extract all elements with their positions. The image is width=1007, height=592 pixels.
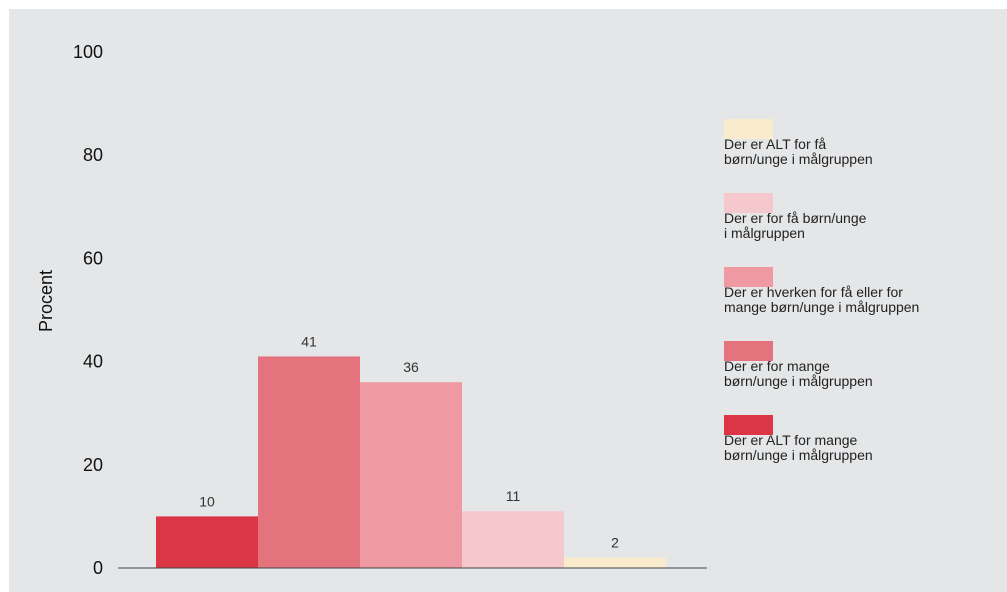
chart-frame — [9, 9, 1007, 592]
legend-label: Der er ALT for mange — [724, 432, 858, 448]
legend-label: Der er hverken for få eller for — [724, 284, 903, 300]
bar-value-label: 10 — [199, 493, 215, 509]
legend-label: i målgruppen — [724, 225, 805, 241]
legend-label: Der er for få børn/unge — [724, 210, 867, 226]
bar — [564, 557, 666, 568]
y-tick-label: 40 — [83, 352, 103, 372]
legend-label: Der er ALT for få — [724, 136, 826, 152]
y-tick-label: 100 — [73, 42, 103, 62]
y-tick-label: 60 — [83, 248, 103, 268]
bar-value-label: 11 — [506, 488, 521, 504]
y-axis: 0 20 40 60 80 100 — [73, 42, 103, 578]
legend-label: Der er for mange — [724, 358, 830, 374]
bar-value-label: 36 — [403, 359, 419, 375]
legend-swatch — [724, 341, 773, 361]
bar — [360, 382, 462, 568]
y-tick-label: 80 — [83, 145, 103, 165]
legend-swatch — [724, 267, 773, 287]
bar-value-label: 2 — [611, 535, 619, 551]
legend-label: børn/unge i målgruppen — [724, 151, 873, 167]
bar — [258, 356, 360, 568]
legend-swatch — [724, 193, 773, 213]
legend-label: børn/unge i målgruppen — [724, 373, 873, 389]
y-tick-label: 0 — [93, 558, 103, 578]
y-tick-label: 20 — [83, 455, 103, 475]
bar — [462, 511, 564, 568]
legend-label: mange børn/unge i målgruppen — [724, 299, 919, 315]
legend-label: børn/unge i målgruppen — [724, 447, 873, 463]
y-axis-title: Procent — [36, 270, 56, 332]
legend-swatch — [724, 119, 773, 139]
bar-value-label: 41 — [301, 333, 317, 349]
bar — [156, 516, 258, 568]
bars: 10 41 36 11 2 — [156, 333, 666, 568]
legend-swatch — [724, 415, 773, 435]
